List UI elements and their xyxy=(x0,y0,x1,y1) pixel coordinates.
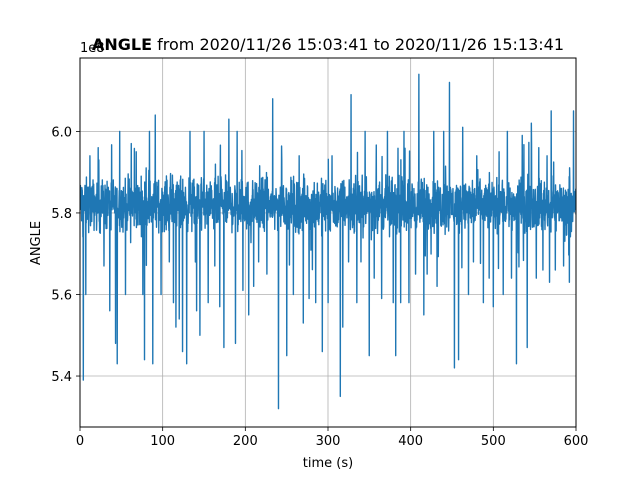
x-axis-label: time (s) xyxy=(303,456,353,471)
x-tick-label: 600 xyxy=(564,434,589,449)
x-tick-label: 500 xyxy=(481,434,506,449)
y-tick-label: 5.4 xyxy=(51,370,72,385)
offset-label: 1e8 xyxy=(80,41,105,56)
x-tick-label: 100 xyxy=(150,434,175,449)
x-tick-label: 300 xyxy=(316,434,341,449)
x-tick-label: 200 xyxy=(233,434,258,449)
chart-title: ANGLE from 2020/11/26 15:03:41 to 2020/1… xyxy=(92,35,564,54)
x-tick-label: 0 xyxy=(76,434,84,449)
chart-title-bold: ANGLE xyxy=(92,35,152,54)
series-layer xyxy=(80,73,576,410)
series-line-angle xyxy=(80,73,576,410)
y-tick-label: 5.8 xyxy=(51,207,72,222)
y-tick-label: 6.0 xyxy=(51,125,72,140)
tick-layer: 0 100 200 300 400 500 600 5.4 5.6 5.8 6.0 xyxy=(51,125,588,449)
y-axis-label: ANGLE xyxy=(29,221,44,265)
x-tick-label: 400 xyxy=(398,434,423,449)
chart-title-rest: from 2020/11/26 15:03:41 to 2020/11/26 1… xyxy=(152,35,564,54)
y-tick-label: 5.6 xyxy=(51,288,72,303)
